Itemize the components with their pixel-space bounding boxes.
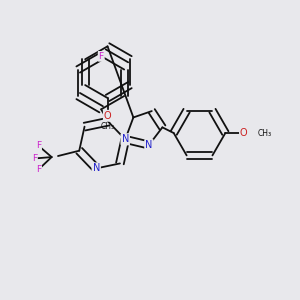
Text: N: N xyxy=(122,134,129,144)
Text: N: N xyxy=(122,134,129,144)
Text: CH₃: CH₃ xyxy=(257,128,271,137)
Text: N: N xyxy=(122,134,129,144)
Text: O: O xyxy=(104,111,111,121)
Text: F: F xyxy=(32,154,37,163)
Text: N: N xyxy=(145,140,153,150)
Text: O: O xyxy=(104,111,111,121)
Text: F: F xyxy=(99,52,104,61)
Text: F: F xyxy=(36,141,41,150)
Text: F: F xyxy=(36,141,41,150)
Text: F: F xyxy=(99,52,104,61)
Text: O: O xyxy=(240,128,247,138)
Text: CH₃: CH₃ xyxy=(100,122,115,131)
Text: N: N xyxy=(145,140,153,150)
Text: N: N xyxy=(92,164,100,173)
Text: F: F xyxy=(32,154,37,163)
Text: F: F xyxy=(36,165,41,174)
Text: F: F xyxy=(36,165,41,174)
Text: N: N xyxy=(92,164,100,173)
Text: O: O xyxy=(240,128,247,138)
